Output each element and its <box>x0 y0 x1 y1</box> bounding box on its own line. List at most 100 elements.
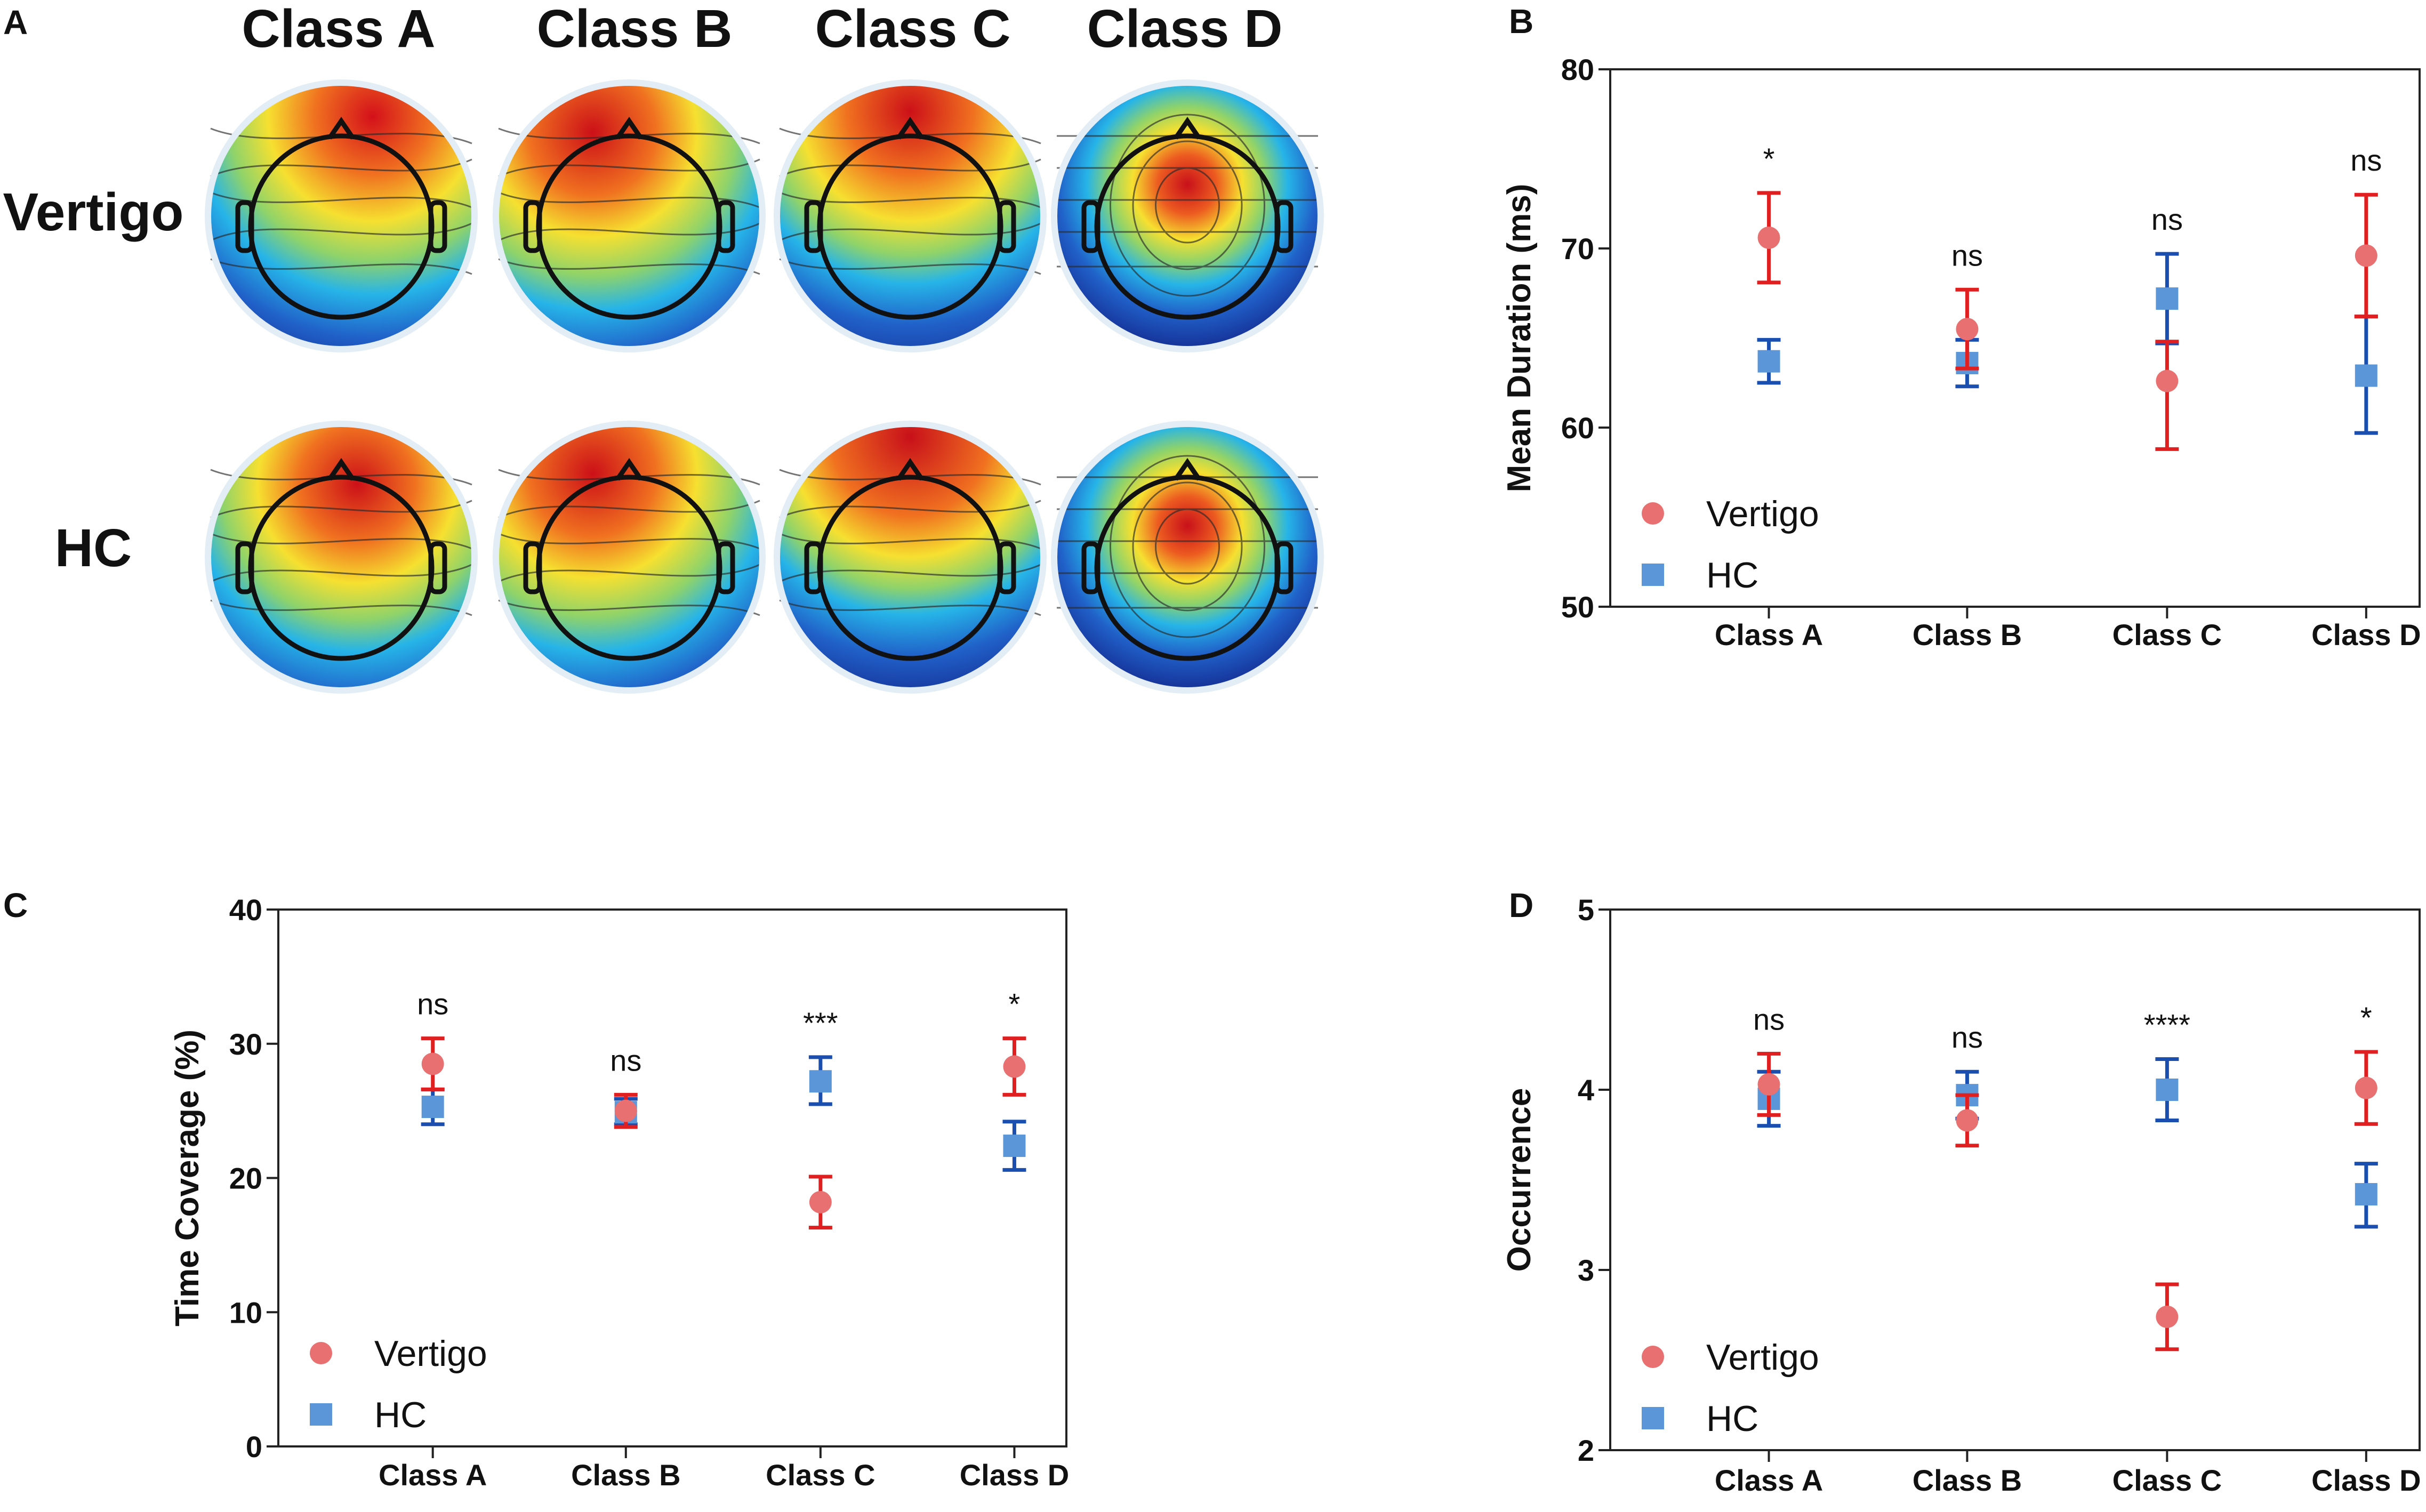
map-column-title-d: Class D <box>1087 0 1283 59</box>
panel-letter-c: C <box>3 886 28 924</box>
x-tick-label: Class B <box>1913 618 2022 652</box>
topomap-field <box>499 85 760 347</box>
point-hc <box>421 1096 444 1119</box>
topomap-field <box>211 427 472 688</box>
topomap-hc-class-c <box>774 421 1047 694</box>
point-vertigo <box>2156 1305 2179 1328</box>
topomap-field <box>1057 427 1318 688</box>
x-tick-label: Class C <box>766 1458 875 1492</box>
topomap-hc-class-b <box>493 421 766 694</box>
head-outline <box>804 458 1016 661</box>
point-hc <box>2355 1183 2377 1206</box>
panel-letter-b: B <box>1509 2 1533 41</box>
x-tick-label: Class B <box>1913 1463 2022 1497</box>
topomap-edge <box>1051 79 1324 352</box>
topomap-vertigo-class-d <box>1051 79 1324 352</box>
significance-label: ns <box>1951 1020 1983 1054</box>
legend-label-vertigo: Vertigo <box>1706 1337 1819 1378</box>
topomap-edge <box>1051 421 1324 694</box>
legend-marker-hc <box>310 1403 332 1426</box>
y-tick-label: 40 <box>229 893 262 927</box>
point-vertigo <box>2156 369 2179 392</box>
point-vertigo <box>1956 1109 1979 1132</box>
topomap-field <box>499 427 760 688</box>
map-column-title-c: Class C <box>815 0 1011 59</box>
plot-frame <box>1609 68 2421 608</box>
x-tick-label: Class A <box>1715 1463 1823 1497</box>
y-tick-label: 4 <box>1578 1073 1594 1107</box>
topomap-edge <box>774 421 1047 694</box>
topomap-contours <box>498 127 760 275</box>
topomap-edge <box>205 79 478 352</box>
significance-label: * <box>2360 1001 2372 1034</box>
topomap-field <box>1057 85 1318 347</box>
topomap-vertigo-class-c <box>774 79 1047 352</box>
point-hc <box>809 1070 832 1093</box>
legend-label-hc: HC <box>1706 555 1758 596</box>
panel-b-mean-duration-chart: B 50 60 70 80 Mean Duration (ms) Class A Class … <box>1501 2 2421 652</box>
legend-label-vertigo: Vertigo <box>374 1333 487 1374</box>
topomap-hc-class-a <box>205 421 478 694</box>
y-axis-label: Mean Duration (ms) <box>1501 184 1538 493</box>
point-hc <box>1757 350 1780 373</box>
y-tick-label: 5 <box>1578 893 1594 927</box>
map-column-title-a: Class A <box>242 0 435 59</box>
y-axis-label: Occurrence <box>1501 1088 1538 1272</box>
head-outline <box>1081 117 1294 320</box>
significance-label: ns <box>2350 143 2382 177</box>
topomap-edge <box>205 421 478 694</box>
topomap-edge <box>493 421 766 694</box>
panel-d-occurrence-chart: D 2 3 4 5 Occurrence Class A Class B Class C Clas… <box>1501 886 2421 1497</box>
significance-label: ns <box>1753 1002 1785 1036</box>
topomap-vertigo-class-a <box>205 79 478 352</box>
point-hc <box>2156 1079 2179 1101</box>
legend-marker-vertigo <box>310 1342 332 1364</box>
y-tick-label: 3 <box>1578 1253 1594 1287</box>
topomap-edge <box>493 79 766 352</box>
legend: Vertigo HC <box>1642 494 1819 596</box>
point-hc <box>1003 1135 1026 1157</box>
significance-label: ns <box>1951 238 1983 272</box>
x-tick-label: Class D <box>960 1458 1069 1492</box>
legend-marker-hc <box>1642 1407 1664 1429</box>
y-tick-label: 30 <box>229 1027 262 1061</box>
panel-a-topographic-maps: A Class A Class B Class C Class D Vertig… <box>3 0 1324 694</box>
y-tick-label: 20 <box>229 1162 262 1195</box>
point-vertigo <box>1956 318 1979 341</box>
plot-frame <box>1609 908 2421 1451</box>
legend-label-hc: HC <box>374 1395 427 1435</box>
legend-label-hc: HC <box>1706 1398 1758 1439</box>
topomap-hc-class-d <box>1051 421 1324 694</box>
head-outline <box>523 458 735 661</box>
head-outline <box>1081 458 1294 661</box>
x-tick-label: Class A <box>1715 618 1823 652</box>
point-vertigo <box>1757 226 1780 249</box>
y-tick-label: 50 <box>1561 590 1594 624</box>
y-tick-label: 70 <box>1561 232 1594 266</box>
significance-label: ns <box>2151 203 2183 236</box>
legend-marker-vertigo <box>1642 1346 1664 1368</box>
y-axis-label: Time Coverage (%) <box>169 1030 206 1326</box>
map-column-title-b: Class B <box>537 0 733 59</box>
point-vertigo <box>614 1099 637 1122</box>
point-hc <box>2156 287 2179 310</box>
topomap-edge <box>774 79 1047 352</box>
point-vertigo <box>1757 1073 1780 1096</box>
point-hc <box>2355 364 2377 387</box>
topomap-field <box>780 85 1041 347</box>
point-vertigo <box>809 1191 832 1213</box>
legend: Vertigo HC <box>310 1333 487 1435</box>
point-vertigo <box>2355 1076 2377 1099</box>
x-tick-label: Class B <box>571 1458 680 1492</box>
point-vertigo <box>1003 1055 1026 1078</box>
x-tick-label: Class D <box>2311 618 2421 652</box>
head-outline <box>523 117 735 320</box>
head-outline <box>235 117 447 320</box>
point-vertigo <box>421 1052 444 1075</box>
significance-label: ns <box>610 1043 641 1077</box>
significance-label: * <box>1763 142 1775 175</box>
row-label-hc: HC <box>55 518 132 578</box>
legend-marker-vertigo <box>1642 502 1664 525</box>
panel-letter-d: D <box>1509 886 1533 924</box>
